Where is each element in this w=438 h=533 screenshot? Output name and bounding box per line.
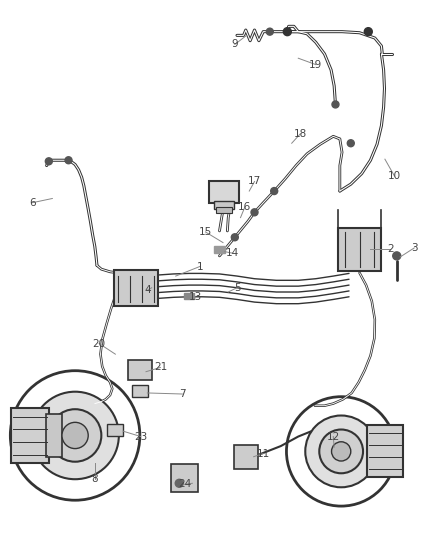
FancyBboxPatch shape (114, 270, 158, 306)
Text: 14: 14 (226, 248, 239, 258)
Bar (213, 201, 233, 209)
Circle shape (304, 416, 376, 487)
Circle shape (346, 140, 353, 147)
Text: 20: 20 (92, 338, 106, 349)
Text: 4: 4 (144, 285, 150, 295)
Text: 18: 18 (293, 128, 307, 139)
Text: 23: 23 (134, 432, 147, 441)
Bar (213, 246, 225, 254)
Text: 9: 9 (231, 39, 237, 50)
FancyBboxPatch shape (131, 385, 148, 397)
Text: 17: 17 (247, 176, 261, 187)
Text: 6: 6 (29, 198, 35, 208)
Text: 3: 3 (410, 243, 417, 253)
Circle shape (392, 252, 400, 260)
Circle shape (331, 442, 350, 461)
Circle shape (62, 422, 88, 449)
Text: 2: 2 (386, 245, 392, 254)
Circle shape (270, 188, 277, 195)
Bar (184, 293, 194, 298)
Text: 1: 1 (196, 262, 203, 271)
Circle shape (266, 28, 273, 35)
FancyBboxPatch shape (233, 445, 257, 469)
FancyBboxPatch shape (366, 425, 402, 478)
Circle shape (331, 101, 338, 108)
Text: 8: 8 (91, 474, 98, 484)
Circle shape (175, 479, 183, 487)
Text: 12: 12 (326, 432, 339, 441)
Text: 15: 15 (198, 227, 212, 237)
Text: 24: 24 (177, 479, 191, 489)
Text: 21: 21 (153, 362, 167, 373)
Circle shape (45, 158, 52, 165)
Text: 19: 19 (308, 60, 321, 70)
Text: 16: 16 (238, 202, 251, 212)
FancyBboxPatch shape (107, 424, 123, 436)
FancyBboxPatch shape (46, 414, 62, 457)
FancyBboxPatch shape (337, 228, 381, 271)
Circle shape (318, 430, 362, 473)
Circle shape (49, 409, 101, 462)
Circle shape (31, 392, 119, 479)
FancyBboxPatch shape (11, 408, 49, 463)
Circle shape (65, 157, 72, 164)
Text: 11: 11 (256, 449, 269, 458)
Circle shape (231, 234, 238, 241)
Text: 10: 10 (387, 171, 400, 181)
Bar (215, 207, 231, 213)
Circle shape (251, 209, 258, 216)
Circle shape (364, 28, 371, 36)
FancyBboxPatch shape (127, 360, 152, 380)
Text: 7: 7 (179, 389, 185, 399)
Text: 5: 5 (233, 282, 240, 293)
FancyBboxPatch shape (170, 464, 198, 492)
Bar (208, 181, 238, 203)
Text: 13: 13 (188, 292, 201, 302)
Circle shape (283, 28, 291, 36)
